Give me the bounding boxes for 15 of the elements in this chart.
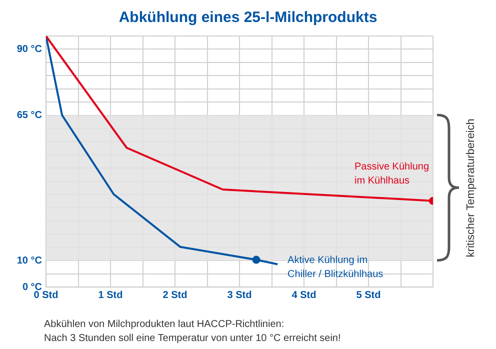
x-tick-label: 4 Std [292, 290, 316, 301]
x-tick-label: 1 Std [98, 290, 123, 301]
y-tick-label: 65 °C [16, 110, 42, 122]
text: Abkühlen von Milchprodukten laut HACCP-Richtlinien: [44, 318, 284, 330]
x-tick-label: 3 Std [227, 290, 252, 301]
x-tick-label: 0 Std [34, 290, 58, 301]
x-tick-label: 5 Std [356, 290, 381, 301]
band-label: kritischer Temperaturbereich [465, 118, 478, 258]
x-tick-label: 2 Std [162, 290, 188, 301]
text: Nach 3 Stunden soll eine Temperatur von unter 10 °C erreicht sein! [44, 332, 341, 344]
y-tick-label: 10 °C [16, 255, 42, 266]
y-tick-label: 90 °C [16, 44, 42, 55]
series-label: Passive Kühlung im Kühlhaus [354, 162, 430, 187]
series-label: Aktive Kühlung im Chiller / Blitzkühlhaus [288, 255, 384, 280]
chart-title: Abkühlung eines 25-l-Milchprodukts [118, 9, 378, 26]
